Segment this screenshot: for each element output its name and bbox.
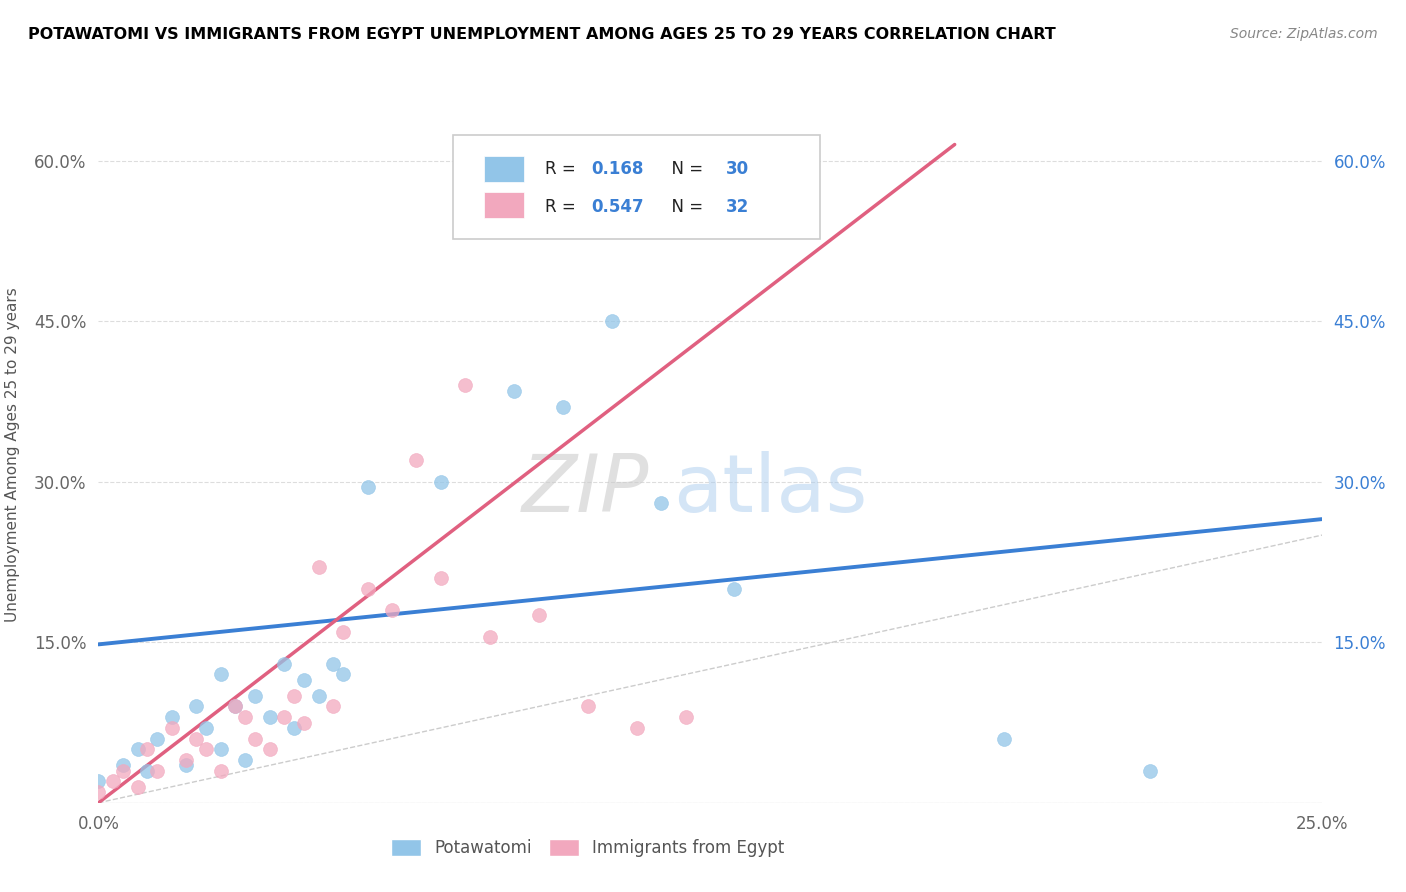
Point	[699, 137, 721, 152]
Point	[723, 582, 745, 596]
Point	[332, 667, 354, 681]
Point	[146, 731, 169, 746]
Point	[243, 731, 266, 746]
Point	[332, 624, 354, 639]
Point	[273, 710, 295, 724]
Point	[405, 453, 427, 467]
Point	[273, 657, 295, 671]
Point	[209, 667, 232, 681]
Point	[209, 764, 232, 778]
FancyBboxPatch shape	[484, 156, 524, 182]
Point	[233, 753, 256, 767]
Text: R =: R =	[546, 160, 581, 178]
Text: 30: 30	[725, 160, 749, 178]
Point	[600, 314, 623, 328]
Point	[111, 764, 134, 778]
Text: 0.168: 0.168	[592, 160, 644, 178]
Text: N =: N =	[661, 197, 709, 216]
Point	[136, 764, 159, 778]
Text: ZIP: ZIP	[522, 450, 650, 529]
Point	[111, 758, 134, 772]
Point	[186, 731, 208, 746]
Point	[478, 630, 501, 644]
Point	[993, 731, 1015, 746]
Point	[292, 715, 315, 730]
Point	[381, 603, 404, 617]
Point	[454, 378, 477, 392]
Point	[87, 774, 110, 789]
Legend: Potawatomi, Immigrants from Egypt: Potawatomi, Immigrants from Egypt	[384, 832, 792, 864]
Text: 0.547: 0.547	[592, 197, 644, 216]
Point	[308, 689, 330, 703]
Y-axis label: Unemployment Among Ages 25 to 29 years: Unemployment Among Ages 25 to 29 years	[6, 287, 20, 623]
Point	[503, 384, 526, 398]
Point	[576, 699, 599, 714]
Point	[136, 742, 159, 756]
Point	[127, 742, 149, 756]
Point	[430, 571, 453, 585]
Text: 32: 32	[725, 197, 749, 216]
Point	[259, 742, 281, 756]
Text: POTAWATOMI VS IMMIGRANTS FROM EGYPT UNEMPLOYMENT AMONG AGES 25 TO 29 YEARS CORRE: POTAWATOMI VS IMMIGRANTS FROM EGYPT UNEM…	[28, 27, 1056, 42]
Text: N =: N =	[661, 160, 709, 178]
Point	[356, 582, 378, 596]
Point	[87, 785, 110, 799]
Point	[243, 689, 266, 703]
Point	[195, 721, 218, 735]
Point	[675, 710, 697, 724]
Point	[553, 400, 575, 414]
Point	[259, 710, 281, 724]
Point	[160, 710, 183, 724]
Text: Source: ZipAtlas.com: Source: ZipAtlas.com	[1230, 27, 1378, 41]
Point	[283, 721, 305, 735]
Point	[356, 480, 378, 494]
Point	[176, 758, 198, 772]
Point	[127, 780, 149, 794]
Point	[146, 764, 169, 778]
Point	[430, 475, 453, 489]
Point	[224, 699, 246, 714]
Point	[176, 753, 198, 767]
Point	[292, 673, 315, 687]
Point	[322, 657, 344, 671]
Point	[101, 774, 124, 789]
Point	[186, 699, 208, 714]
Text: R =: R =	[546, 197, 581, 216]
Point	[195, 742, 218, 756]
Point	[626, 721, 648, 735]
Point	[233, 710, 256, 724]
Point	[650, 496, 672, 510]
Point	[283, 689, 305, 703]
Point	[209, 742, 232, 756]
Point	[224, 699, 246, 714]
FancyBboxPatch shape	[484, 192, 524, 219]
Point	[322, 699, 344, 714]
Point	[527, 608, 550, 623]
Point	[1139, 764, 1161, 778]
Point	[160, 721, 183, 735]
Text: atlas: atlas	[673, 450, 868, 529]
FancyBboxPatch shape	[453, 135, 820, 239]
Point	[308, 560, 330, 574]
